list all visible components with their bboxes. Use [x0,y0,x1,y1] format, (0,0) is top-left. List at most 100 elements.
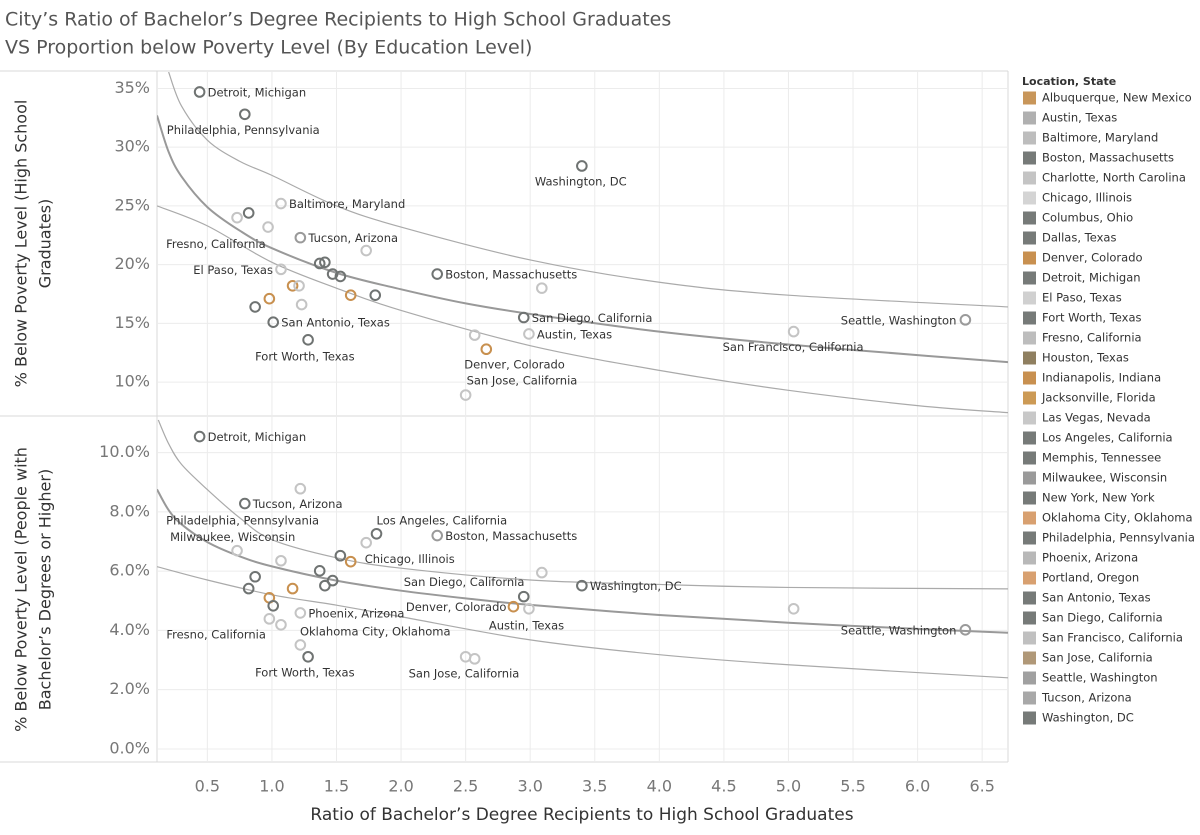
legend-swatch [1023,531,1036,545]
point [286,582,299,595]
point [326,268,339,280]
point [523,328,535,340]
x-tick-label: 6.5 [969,777,994,796]
point [293,279,305,292]
legend-swatch [1023,191,1036,205]
legend-label: Los Angeles, California [1042,431,1173,445]
legend-label: Baltimore, Maryland [1042,131,1158,145]
point [576,579,588,592]
point [302,650,314,663]
point-label: Tucson, Arizona [307,231,398,245]
point [263,292,276,305]
legend-label: Phoenix, Arizona [1042,551,1138,565]
point [294,482,307,495]
legend-label: Milwaukee, Wisconsin [1042,471,1167,485]
y-tick-label: 35% [114,78,150,97]
point-label: Austin, Texas [537,327,612,341]
legend-label: Seattle, Washington [1042,671,1158,685]
point [275,554,287,567]
point [242,582,255,595]
point-label: San Jose, California [409,666,520,680]
point-label: Detroit, Michigan [208,85,307,99]
point [431,268,444,280]
point [480,343,493,356]
chart-title: VS Proportion below Poverty Level (By Ed… [5,37,532,59]
point [536,566,548,579]
point [239,497,251,510]
legend-label: Oklahoma City, Oklahoma [1042,511,1193,525]
point-label: Milwaukee, Wisconsin [170,530,295,544]
point [275,263,287,276]
point-label: Tucson, Arizona [252,497,343,511]
legend-swatch [1023,711,1036,725]
legend-label: New York, New York [1042,491,1155,505]
x-tick-label: 3.0 [517,777,542,796]
legend-swatch [1023,691,1036,705]
x-tick-label: 5.0 [776,777,801,796]
legend-label: Jacksonville, Florida [1041,391,1156,405]
point [249,570,261,583]
y-tick-label: 2.0% [109,679,150,698]
point [267,316,280,329]
point [313,565,326,577]
x-tick-label: 3.5 [582,777,607,796]
point [468,329,481,341]
point-label: Detroit, Michigan [208,430,307,444]
legend-swatch [1023,491,1036,505]
legend-label: Las Vegas, Nevada [1042,411,1151,425]
legend-swatch [1023,591,1036,605]
legend-swatch [1023,331,1036,345]
point [344,555,357,568]
y-tick-label: 0.0% [109,738,150,757]
trend-line [157,488,1008,634]
legend-label: Austin, Texas [1042,111,1117,125]
trend-line [157,419,1008,590]
point [275,618,287,631]
legend-swatch [1023,151,1036,165]
point [295,298,308,311]
y-tick-label: 8.0% [109,501,150,520]
point-label: San Diego, California [404,575,525,589]
x-tick-label: 5.5 [840,777,865,796]
legend-swatch [1023,311,1036,325]
legend-swatch [1023,471,1036,485]
y-tick-label: 25% [114,195,150,214]
legend-label: Fort Worth, Texas [1042,311,1142,325]
point-label: Denver, Colorado [406,600,507,614]
legend-label: El Paso, Texas [1042,291,1122,305]
point [431,529,444,542]
point [523,602,535,615]
x-tick-label: 1.5 [324,777,349,796]
point-label: El Paso, Texas [193,263,273,277]
y-axis-label: % Below Poverty Level (People with [12,447,31,732]
point [344,289,357,301]
x-tick-label: 4.5 [711,777,736,796]
point-label: San Jose, California [467,374,578,388]
legend-title: Location, State [1022,75,1116,88]
chart-title: City’s Ratio of Bachelor’s Degree Recipi… [5,9,671,31]
point [517,590,530,603]
legend-label: Washington, DC [1042,711,1134,725]
point [517,311,530,324]
x-tick-label: 2.0 [388,777,413,796]
point [249,301,261,313]
legend-swatch [1023,571,1036,585]
y-tick-label: 10.0% [99,442,150,461]
point-label: Washington, DC [535,174,627,188]
point-label: Oklahoma City, Oklahoma [300,624,451,638]
plot-area [157,72,1008,415]
point [294,639,307,651]
y-axis-label: % Below Poverty Level (High School [12,100,31,388]
x-tick-label: 1.0 [259,777,284,796]
legend-label: Boston, Massachusetts [1042,151,1174,165]
x-tick-label: 4.0 [647,777,672,796]
legend-swatch [1023,251,1036,265]
legend-swatch [1023,111,1036,125]
point-label: San Diego, California [532,311,653,325]
legend-swatch [1023,91,1036,105]
x-tick-label: 0.5 [195,777,220,796]
point-label: Fort Worth, Texas [255,349,355,363]
legend-swatch [1023,351,1036,365]
point [536,282,548,294]
